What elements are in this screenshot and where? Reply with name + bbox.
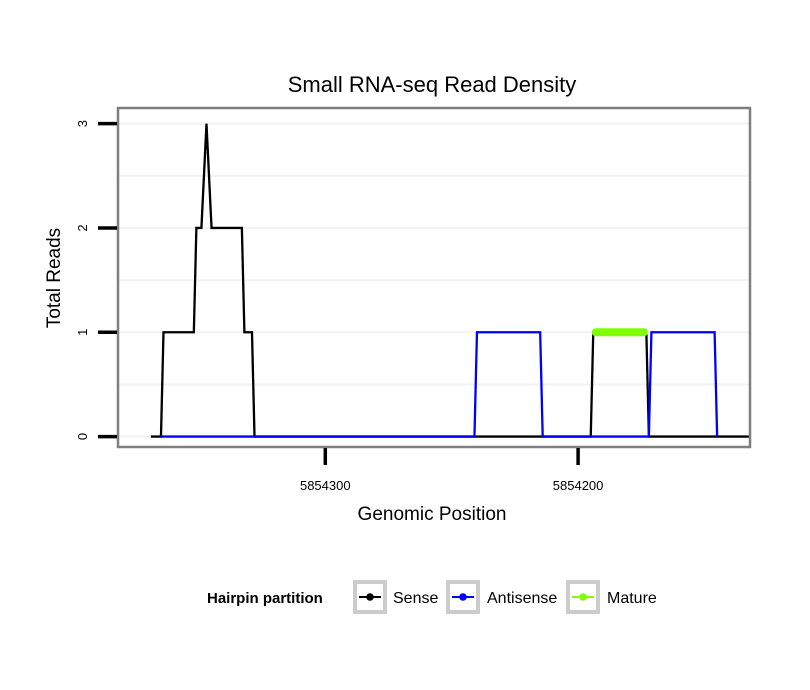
legend-label-sense: Sense — [393, 590, 438, 607]
legend-key-point — [366, 593, 374, 601]
y-tick-label: 2 — [75, 224, 90, 231]
x-axis: 5854300 5854200 — [300, 448, 603, 493]
plot-background — [118, 108, 750, 447]
x-tick-label: 5854300 — [300, 478, 351, 493]
legend-title: Hairpin partition — [207, 590, 323, 607]
y-tick-label: 0 — [75, 433, 90, 440]
x-tick-label: 5854200 — [553, 478, 604, 493]
y-tick-label: 1 — [75, 329, 90, 336]
series-layer — [150, 123, 750, 438]
legend-key-point — [459, 593, 467, 601]
legend-label-mature: Mature — [607, 590, 657, 607]
legend-key-point — [579, 593, 587, 601]
legend-label-antisense: Antisense — [487, 590, 557, 607]
y-axis: 0 1 2 3 — [75, 120, 117, 440]
series-line-antisense — [160, 331, 719, 438]
chart-title: Small RNA-seq Read Density — [288, 72, 577, 97]
plot-panel-border — [116, 106, 752, 449]
y-axis-title: Total Reads — [44, 228, 65, 328]
x-axis-title: Genomic Position — [358, 504, 507, 525]
legend: Hairpin partition Sense Antisense Mature — [207, 580, 657, 614]
y-tick-label: 3 — [75, 120, 90, 127]
